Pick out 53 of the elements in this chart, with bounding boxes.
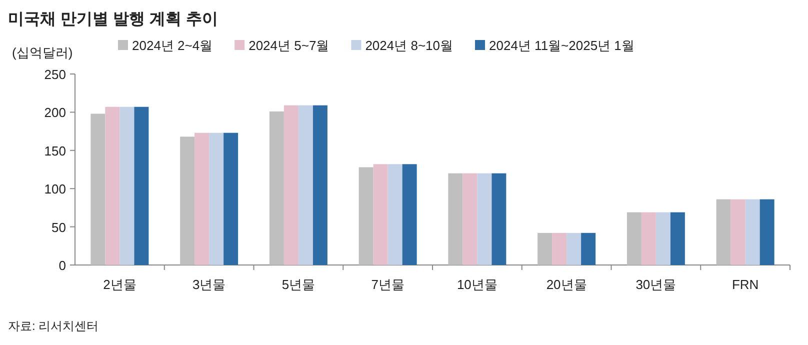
bar <box>284 105 298 265</box>
y-tick-label: 0 <box>58 258 66 273</box>
bar <box>552 232 567 265</box>
bar <box>134 106 149 265</box>
bar <box>670 212 685 265</box>
y-tick-label: 150 <box>44 143 66 158</box>
y-axis-title: (십억달러) <box>12 45 73 60</box>
legend-label: 2024년 8~10월 <box>365 38 454 53</box>
x-tick-label: 2년물 <box>103 277 136 292</box>
bar <box>298 105 313 265</box>
bar <box>388 164 402 265</box>
y-tick-label: 200 <box>44 105 66 120</box>
bar <box>656 212 670 265</box>
bar <box>194 132 210 265</box>
bar <box>448 173 463 265</box>
bar <box>462 173 478 265</box>
bar <box>730 199 746 265</box>
text: 자료: 리서치센터 <box>8 319 99 333</box>
x-tick-label: 30년물 <box>636 277 676 292</box>
chart-title: 미국채 만기별 발행 계획 추이 <box>8 11 218 28</box>
bar <box>224 132 238 265</box>
bar <box>760 199 774 265</box>
bar <box>581 232 596 265</box>
bar <box>209 132 224 265</box>
bar <box>538 232 552 265</box>
x-tick-label: 5년물 <box>282 277 316 292</box>
legend-label: 2024년 11월~2025년 1월 <box>489 38 634 53</box>
bar <box>180 136 195 265</box>
bar <box>626 212 642 265</box>
x-tick-label: FRN <box>732 277 759 292</box>
bar <box>716 199 731 265</box>
bar <box>641 212 656 265</box>
x-tick-label: 7년물 <box>371 277 404 292</box>
x-tick-label: 3년물 <box>192 277 226 292</box>
bar <box>90 114 106 265</box>
y-tick-label: 100 <box>44 182 66 197</box>
legend-label: 2024년 2~4월 <box>132 38 213 53</box>
x-tick-label: 20년물 <box>546 277 587 292</box>
bar <box>312 105 328 265</box>
bar <box>105 106 120 265</box>
y-tick-label: 50 <box>52 220 66 235</box>
bar <box>373 164 388 265</box>
bar <box>358 167 374 265</box>
legend-label: 2024년 5~7월 <box>248 38 330 53</box>
bar <box>566 232 582 265</box>
bar <box>745 199 760 265</box>
bar <box>120 106 134 265</box>
y-tick-label: 250 <box>44 67 66 82</box>
bar <box>402 164 417 265</box>
bar <box>492 173 506 265</box>
x-tick-label: 10년물 <box>456 277 498 292</box>
bar <box>269 111 284 265</box>
bar <box>477 173 492 265</box>
